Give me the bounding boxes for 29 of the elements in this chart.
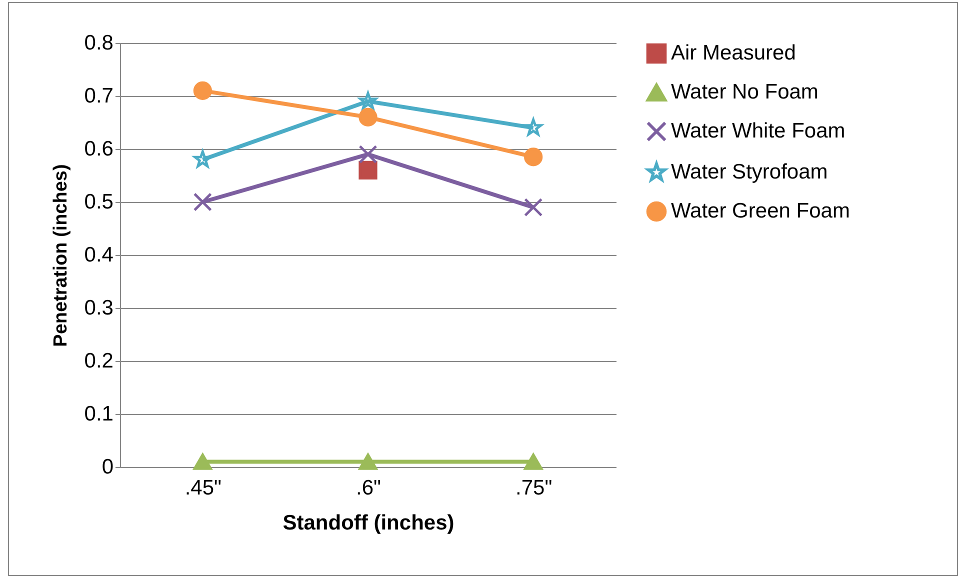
x-tick-label: .75"	[516, 476, 552, 500]
point	[524, 148, 543, 166]
y-tick-label: 0.7	[84, 84, 114, 108]
y-tick-label: 0.5	[84, 190, 114, 214]
x-tick-label: .6"	[356, 476, 381, 500]
y-tick-label: 0.8	[84, 32, 114, 54]
point	[358, 453, 378, 470]
x-axis-title: Standoff (inches)	[282, 512, 454, 534]
y-tick-label: 0.6	[84, 138, 114, 160]
y-axis-title: Penetration (inches)	[50, 164, 72, 347]
point	[524, 453, 543, 470]
legend-label: Water No Foam	[671, 80, 818, 104]
legend-label: Water Green Foam	[671, 200, 850, 222]
point	[358, 108, 378, 126]
legend-label: Water White Foam	[671, 120, 846, 142]
x-tick-label: .45"	[184, 476, 222, 500]
point	[358, 160, 378, 180]
legend-label: Water Styrofoam	[671, 160, 828, 184]
legend-label: Air Measured	[671, 42, 796, 64]
point	[193, 192, 212, 212]
point	[524, 198, 543, 217]
y-tick-label: 0.1	[84, 402, 114, 426]
y-tick-label: 0.2	[84, 350, 114, 372]
y-tick-label: 0.3	[84, 296, 114, 320]
y-tick-label: 0	[102, 456, 114, 478]
y-tick-label: 0.4	[84, 244, 114, 266]
point	[358, 144, 378, 164]
point	[193, 81, 212, 100]
point	[193, 453, 212, 470]
